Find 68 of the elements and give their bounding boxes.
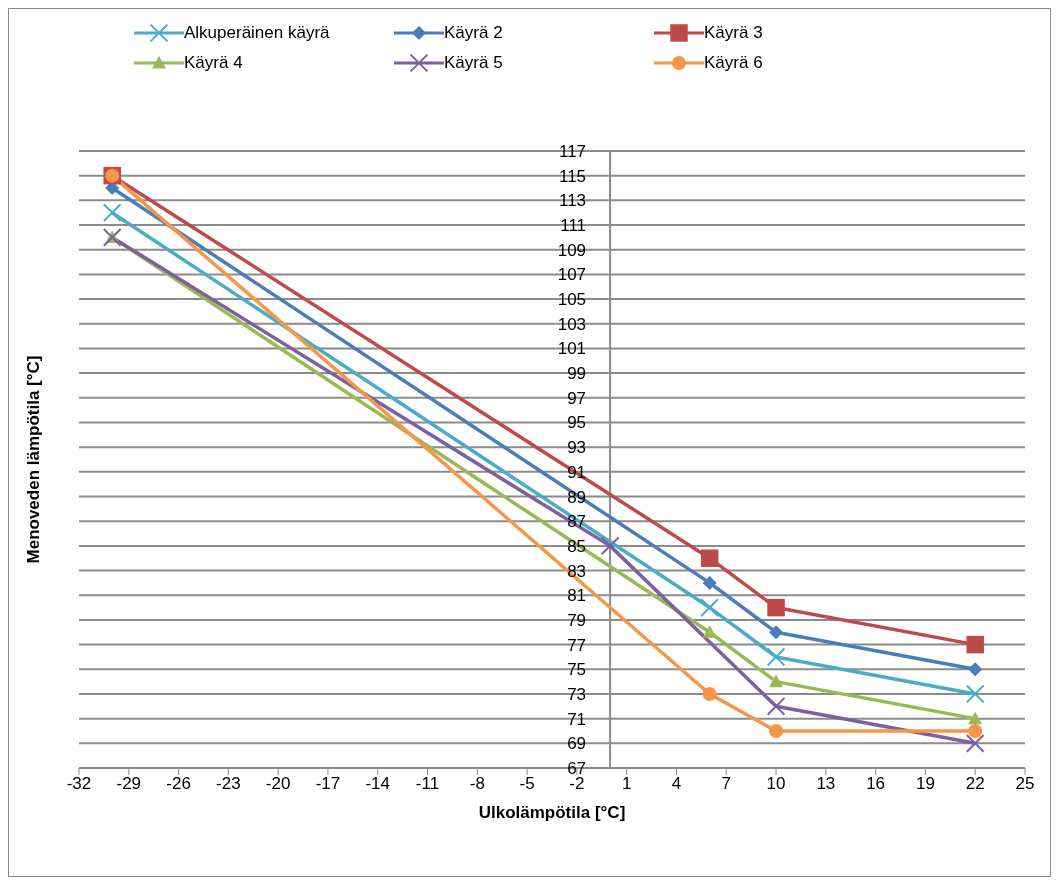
point <box>766 647 786 667</box>
point <box>968 723 983 738</box>
point <box>102 203 122 223</box>
point <box>968 662 983 677</box>
point <box>702 625 717 638</box>
y-tick-label: 81 <box>567 586 587 606</box>
point <box>700 598 720 617</box>
x-tick-label: 7 <box>721 774 731 794</box>
x-tick-label: -17 <box>315 774 341 794</box>
point <box>769 723 784 738</box>
legend-label: Käyrä 3 <box>704 23 763 43</box>
x-tick-label: 4 <box>671 774 682 794</box>
x-tick-label: -23 <box>216 774 241 794</box>
point <box>700 549 719 567</box>
y-tick-label: 73 <box>567 684 587 704</box>
y-tick-label: 93 <box>567 438 587 458</box>
y-tick-label: 109 <box>557 240 587 260</box>
y-tick-label: 113 <box>558 191 587 211</box>
x-tick-label: -14 <box>365 774 391 794</box>
y-tick-label: 95 <box>567 413 587 433</box>
point <box>766 696 786 716</box>
y-tick-label: 117 <box>558 142 587 161</box>
x-tick-label: -20 <box>265 774 291 794</box>
y-tick-label: 99 <box>567 364 587 384</box>
y-tick-label: 91 <box>567 462 587 482</box>
point <box>968 711 983 725</box>
y-tick-label: 69 <box>567 734 587 754</box>
point <box>769 674 784 688</box>
legend-label: Alkuperäinen käyrä <box>184 23 330 43</box>
y-tick-label: 83 <box>567 561 587 581</box>
y-tick-label: 101 <box>557 339 587 359</box>
x-tick-label: -29 <box>116 774 142 794</box>
x-tick-label: 25 <box>1015 774 1035 794</box>
point <box>600 536 620 556</box>
y-tick-label: 79 <box>567 610 587 630</box>
x-tick-label: 19 <box>915 774 935 794</box>
point <box>769 625 784 640</box>
legend-label: Käyrä 4 <box>184 53 243 73</box>
y-tick-label: 105 <box>557 290 587 310</box>
y-tick-label: 115 <box>558 166 587 186</box>
point <box>767 598 785 617</box>
x-tick-label: -8 <box>469 774 485 794</box>
legend-label: Käyrä 5 <box>444 53 503 73</box>
x-tick-label: -26 <box>166 774 191 794</box>
y-tick-label: 77 <box>567 635 587 655</box>
point <box>966 635 984 654</box>
x-tick-label: -5 <box>519 774 535 794</box>
y-tick-label: 71 <box>567 709 587 729</box>
point <box>702 575 717 590</box>
x-tick-label: -11 <box>415 774 440 794</box>
x-tick-label: 22 <box>965 774 985 794</box>
legend-label: Käyrä 2 <box>444 23 503 43</box>
x-tick-label: 1 <box>621 774 632 794</box>
x-tick-label: 16 <box>866 774 886 794</box>
point <box>965 684 985 704</box>
legend-label: Käyrä 6 <box>704 53 763 73</box>
y-tick-label: 107 <box>557 265 587 285</box>
y-tick-label: 103 <box>557 314 587 334</box>
y-tick-label: 111 <box>560 216 587 236</box>
point <box>702 686 717 701</box>
y-tick-label: 97 <box>567 388 587 408</box>
y-tick-label: 75 <box>567 660 587 680</box>
y-axis-title: Menoveden lämpötila [°C] <box>24 355 43 564</box>
x-tick-label: 10 <box>766 774 786 794</box>
x-axis-title: Ulkolämpötila [°C] <box>478 803 626 822</box>
x-tick-label: -32 <box>66 774 92 794</box>
point <box>965 733 985 753</box>
x-tick-label: 13 <box>816 774 836 794</box>
